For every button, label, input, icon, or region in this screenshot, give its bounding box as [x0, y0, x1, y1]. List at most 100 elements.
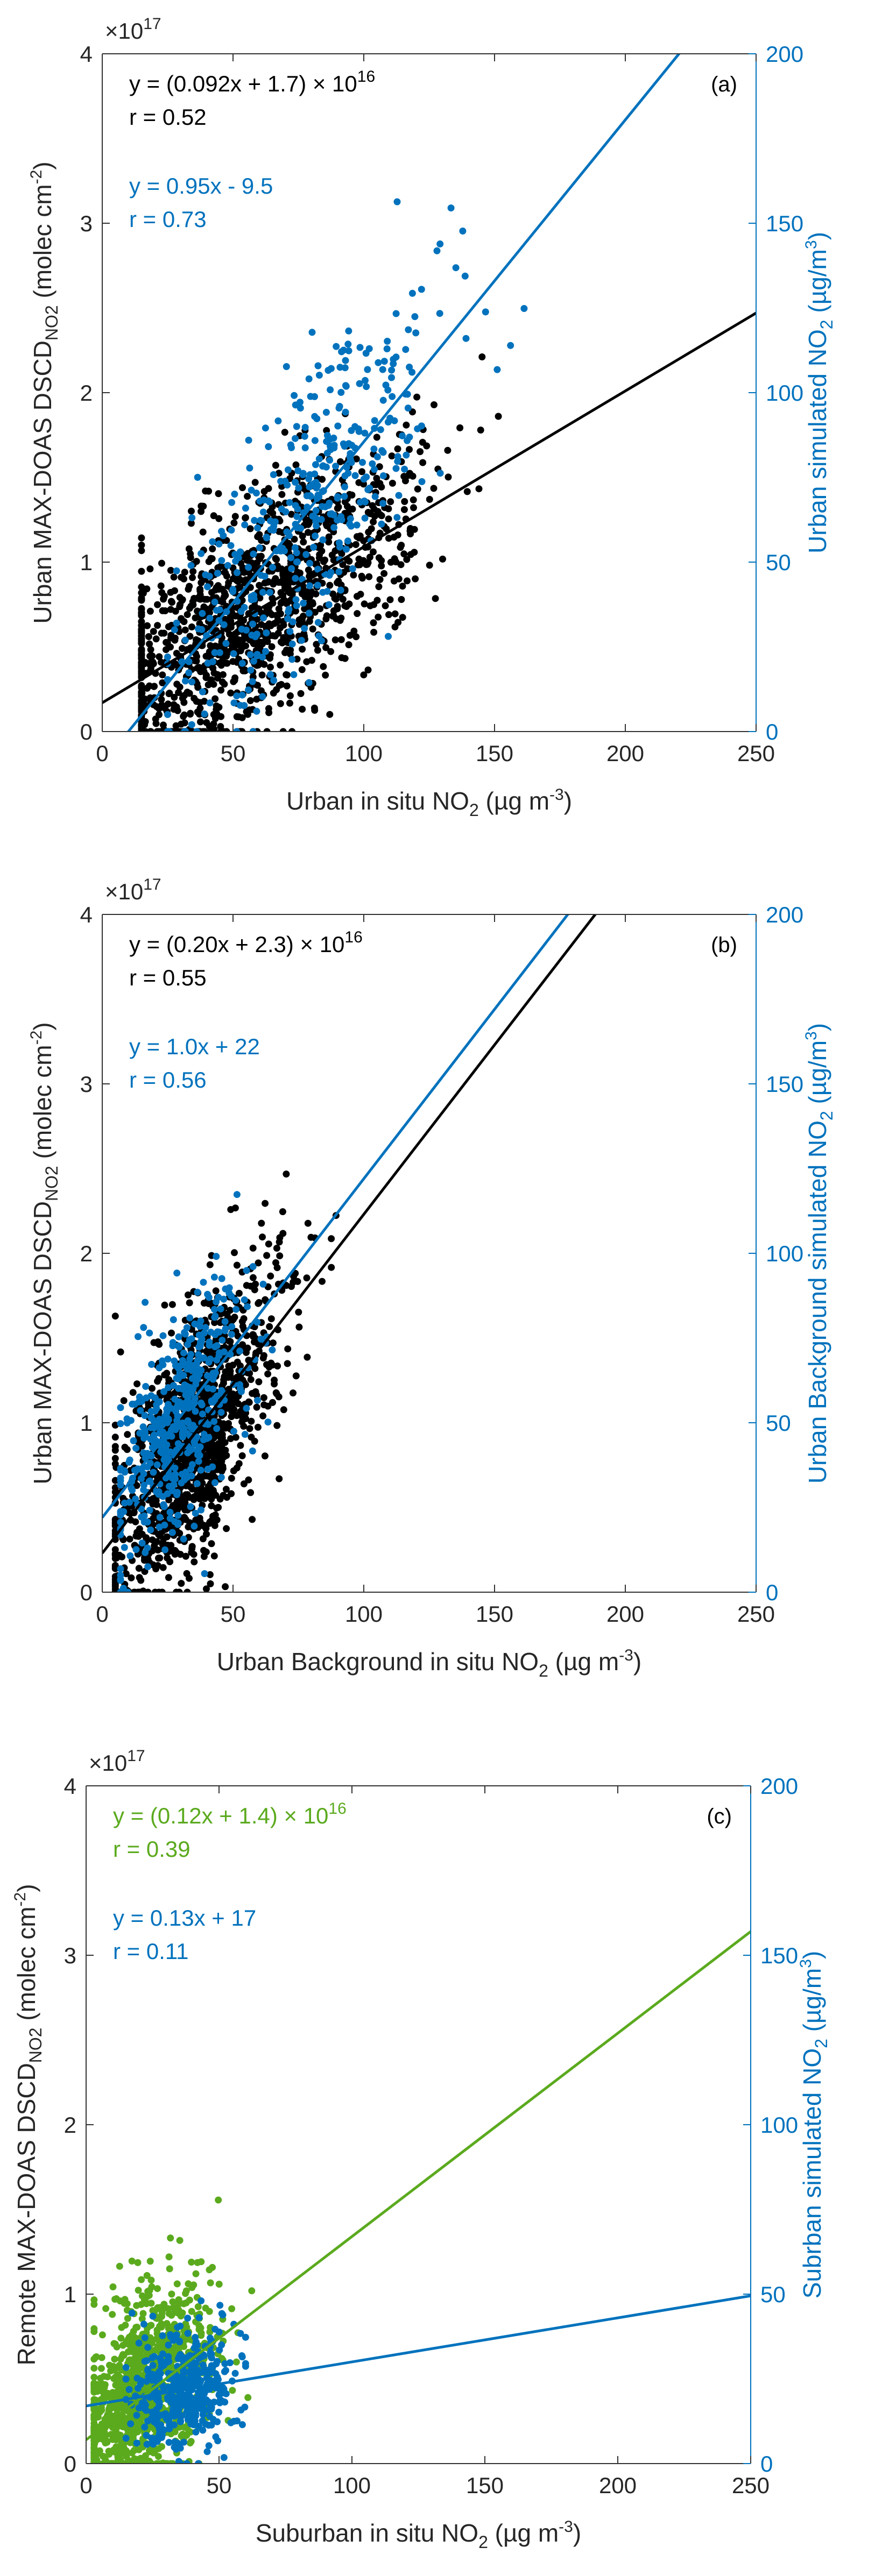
data-point	[378, 562, 385, 570]
data-point	[195, 1331, 203, 1339]
data-point	[147, 1526, 154, 1534]
data-point	[256, 531, 263, 538]
data-point	[157, 1448, 165, 1456]
data-point	[138, 583, 145, 591]
data-point	[125, 2357, 133, 2364]
data-point	[342, 408, 349, 416]
data-point	[133, 2439, 140, 2447]
data-point	[269, 564, 276, 571]
data-point	[403, 421, 410, 429]
data-point	[360, 557, 368, 565]
data-point	[249, 1263, 257, 1271]
data-point	[230, 1428, 237, 1435]
data-point	[252, 489, 260, 497]
fit-equation: y = (0.20x + 2.3) × 1016	[129, 928, 363, 957]
data-point	[142, 2460, 150, 2464]
data-point	[185, 1393, 192, 1401]
data-point	[220, 1348, 228, 1356]
data-point	[361, 429, 369, 437]
data-point	[305, 375, 313, 382]
data-point	[299, 706, 306, 713]
data-point	[261, 1452, 269, 1460]
data-point	[181, 569, 188, 576]
data-point	[214, 2358, 221, 2365]
data-point	[288, 510, 295, 518]
data-point	[196, 1323, 203, 1330]
data-point	[361, 600, 368, 608]
data-point	[250, 550, 257, 558]
x-tick-label: 150	[476, 1601, 513, 1627]
data-point	[205, 1434, 213, 1441]
data-point	[300, 630, 308, 637]
data-point	[342, 357, 349, 364]
data-point	[394, 531, 401, 538]
data-point	[159, 1564, 167, 1571]
data-point	[228, 499, 236, 506]
data-point	[138, 651, 145, 658]
data-point	[153, 1401, 160, 1409]
data-point	[152, 720, 160, 727]
data-point	[137, 1407, 144, 1414]
data-point	[259, 1233, 266, 1241]
data-point	[188, 507, 195, 515]
fit-r-value: r = 0.55	[129, 965, 207, 990]
data-point	[365, 528, 372, 536]
data-point	[195, 625, 202, 633]
data-point	[351, 423, 359, 430]
data-point	[138, 645, 145, 653]
data-point	[235, 1289, 243, 1297]
data-point	[265, 443, 272, 450]
data-point	[255, 1259, 262, 1267]
data-point	[197, 1485, 205, 1492]
data-point	[125, 1458, 133, 1466]
x-axis-label: Urban Background in situ NO2 (µg m-3)	[217, 1647, 641, 1680]
data-point	[210, 1273, 218, 1281]
data-point	[215, 490, 222, 498]
data-point	[221, 569, 229, 576]
data-point	[312, 507, 320, 514]
data-point	[403, 556, 411, 563]
data-point	[223, 659, 231, 667]
data-point	[143, 2432, 150, 2439]
data-point	[146, 607, 154, 615]
data-point	[370, 548, 377, 556]
y-left-axis-label: Urban MAX-DOAS DSCDNO2 (molec cm-2)	[27, 1022, 61, 1484]
data-point	[341, 655, 349, 662]
data-point	[273, 556, 280, 563]
data-point	[272, 462, 279, 469]
data-point	[217, 1305, 224, 1312]
data-point	[314, 647, 321, 654]
data-point	[313, 641, 320, 648]
data-point	[293, 423, 300, 430]
y-left-tick-label: 3	[80, 211, 93, 236]
data-point	[283, 363, 290, 370]
data-point	[138, 692, 145, 700]
data-point	[264, 1418, 272, 1426]
data-point	[277, 661, 284, 669]
data-point	[182, 728, 189, 732]
data-point	[230, 519, 238, 527]
data-point	[297, 399, 304, 406]
data-point	[194, 2259, 201, 2266]
data-point	[185, 1291, 192, 1298]
data-point	[242, 514, 249, 521]
data-point	[242, 505, 249, 512]
data-point	[90, 2374, 98, 2381]
data-point	[182, 1516, 189, 1523]
data-point	[199, 2411, 207, 2418]
data-point	[100, 2452, 107, 2460]
data-point	[128, 2309, 136, 2317]
data-point	[165, 1574, 172, 1581]
data-point	[418, 422, 425, 430]
data-point	[375, 613, 382, 621]
data-point	[406, 434, 413, 441]
data-point	[373, 474, 380, 482]
data-point	[140, 1512, 148, 1520]
data-point	[168, 1529, 176, 1536]
data-point	[117, 1588, 124, 1592]
data-point	[370, 619, 377, 627]
data-point	[229, 1390, 237, 1397]
data-point	[232, 2358, 240, 2366]
data-point	[334, 602, 341, 610]
data-point	[133, 2411, 140, 2419]
